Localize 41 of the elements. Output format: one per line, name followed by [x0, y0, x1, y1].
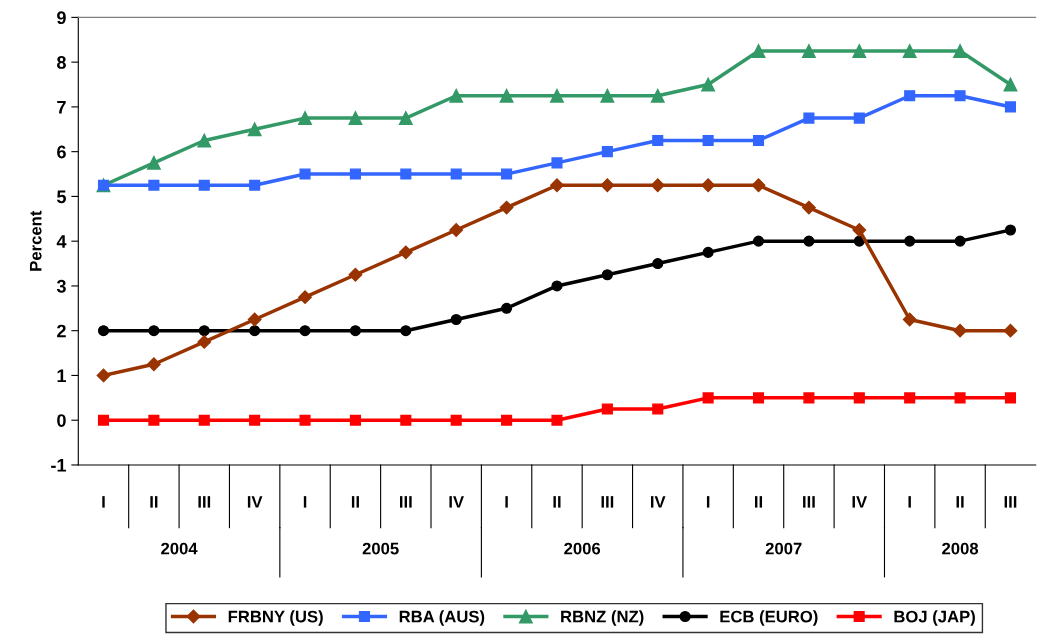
y-tick-label: 2 [57, 324, 66, 338]
x-tick-label: III [601, 496, 614, 508]
y-tick-label: 0 [57, 414, 66, 427]
x-tick-label: II [150, 496, 158, 508]
legend-label: ECB (EURO) [720, 610, 818, 626]
text: 2008 [942, 542, 979, 555]
x-tick-label: III [803, 496, 815, 508]
y-tick-label: -1 [51, 459, 66, 472]
x-tick-label: I [303, 496, 307, 508]
x-tick-label: III [399, 496, 412, 508]
text: 2005 [362, 542, 399, 555]
y-tick-label: 8 [57, 56, 66, 69]
x-tick-label: I [706, 496, 710, 508]
y-tick-label: 9 [57, 11, 66, 25]
text: 2004 [161, 542, 198, 555]
x-tick-label: I [102, 496, 105, 508]
x-tick-label: II [956, 496, 964, 508]
y-tick-label: 1 [57, 369, 66, 382]
y-tick-label: 3 [56, 279, 66, 293]
y-tick-label: 7 [57, 101, 66, 114]
x-tick-label: III [198, 496, 211, 508]
x-tick-label: II [351, 496, 359, 508]
y-axis-title: Percent [29, 210, 42, 271]
x-tick-label: II [553, 496, 561, 508]
x-tick-label: IV [650, 496, 666, 508]
x-tick-label: I [908, 496, 911, 508]
legend-label: BOJ (JAP) [894, 610, 975, 626]
y-tick-label: 5 [57, 190, 66, 204]
x-tick-label: IV [449, 496, 464, 508]
y-tick-label: 6 [57, 145, 66, 159]
x-tick-label: IV [852, 496, 868, 508]
x-tick-label: II [755, 496, 763, 508]
y-tick-label: 4 [56, 235, 67, 248]
text: 2007 [765, 542, 802, 555]
legend-label: RBA (AUS) [399, 610, 485, 626]
legend-label: FRBNY (US) [228, 610, 323, 626]
x-tick-label: III [1004, 496, 1017, 508]
legend-label: RBNZ (NZ) [561, 610, 644, 626]
text: 2006 [564, 542, 601, 555]
x-tick-label: I [505, 496, 508, 508]
x-tick-label: IV [247, 496, 263, 508]
